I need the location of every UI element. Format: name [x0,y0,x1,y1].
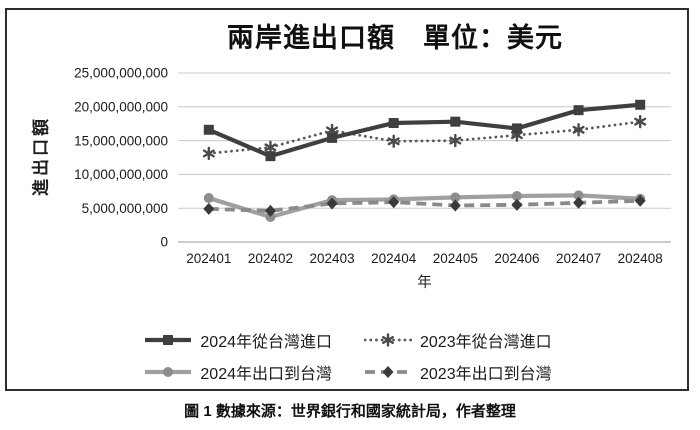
x-tick-label: 202408 [618,251,663,266]
star-marker-icon [572,123,585,137]
star-marker-icon [449,133,462,148]
square-marker-icon [573,105,584,116]
circle-marker-icon [573,190,584,201]
legend: 2024年從台灣進口 2023年從台灣進口 2024年出口到台灣 2023年出口… [12,328,684,384]
square-marker-icon [511,123,522,134]
square-marker-icon [265,151,276,162]
x-axis-title: 年 [417,274,432,291]
x-tick-label: 202404 [371,251,417,266]
legend-label-2023-export: 2023年出口到台灣 [420,366,552,383]
square-marker-icon [203,124,214,135]
square-marker-icon [327,132,338,143]
legend-marker-2023-import-icon [363,332,413,348]
y-tick-label: 5,000,000,000 [82,201,168,216]
diamond-marker-icon [634,194,646,207]
star-marker-icon [264,140,277,155]
square-marker-icon [388,118,399,129]
legend-item-2024-export: 2024年出口到台灣 [144,360,332,384]
legend-label-2023-import: 2023年從台灣進口 [420,334,552,351]
legend-row-2: 2024年出口到台灣 2023年出口到台灣 [144,360,552,384]
legend-item-2023-import: 2023年從台灣進口 [363,328,552,352]
series-line-1 [207,120,642,155]
series-line-0 [207,102,641,159]
legend-label-2024-export: 2024年出口到台灣 [200,366,332,383]
legend-row-1: 2024年從台灣進口 2023年從台灣進口 [144,328,552,352]
diamond-marker-icon [573,196,585,209]
y-tick-label: 15,000,000,000 [74,133,168,148]
legend-label-2024-import: 2024年從台灣進口 [200,334,332,351]
x-tick-label: 202402 [248,251,293,266]
x-tick-label: 202405 [433,251,478,266]
diamond-marker-icon [382,366,394,378]
x-tick-label: 202401 [186,251,231,266]
y-tick-label: 25,000,000,000 [74,66,168,81]
legend-item-2024-import: 2024年從台灣進口 [144,328,332,352]
diamond-marker-icon [511,198,523,211]
square-marker-icon [635,99,646,110]
circle-marker-icon [450,192,461,203]
x-tick-label: 202403 [310,251,355,266]
square-marker-icon [163,335,174,345]
legend-marker-2024-export-icon [144,364,192,380]
square-marker-icon [450,116,461,127]
x-tick-label: 202407 [556,251,601,266]
diamond-marker-icon [326,197,338,210]
diamond-marker-icon [388,196,400,209]
series-line-2 [208,193,641,220]
figure-caption: 圖 1 數據來源：世界銀行和國家統計局，作者整理 [184,403,516,420]
circle-marker-icon [511,191,522,202]
star-marker-icon [634,114,647,129]
star-marker-icon [382,333,394,347]
x-tick-label: 202406 [494,251,539,266]
diamond-marker-icon [203,202,215,215]
legend-item-2023-export: 2023年出口到台灣 [364,360,552,384]
star-marker-icon [202,146,215,161]
y-tick-label: 10,000,000,000 [74,167,168,182]
circle-marker-icon [203,193,214,204]
chart-title: 兩岸進出口額 單位：美元 [227,23,563,53]
y-tick-label: 20,000,000,000 [74,100,168,115]
circle-marker-icon [163,367,174,377]
circle-marker-icon [265,211,276,222]
legend-marker-2024-import-icon [144,332,192,348]
star-marker-icon [387,134,400,148]
diamond-marker-icon [264,204,276,217]
legend-marker-2023-export-icon [364,364,412,380]
diamond-marker-icon [449,199,461,212]
y-tick-label: 0 [160,235,168,250]
series-line-3 [208,198,641,213]
